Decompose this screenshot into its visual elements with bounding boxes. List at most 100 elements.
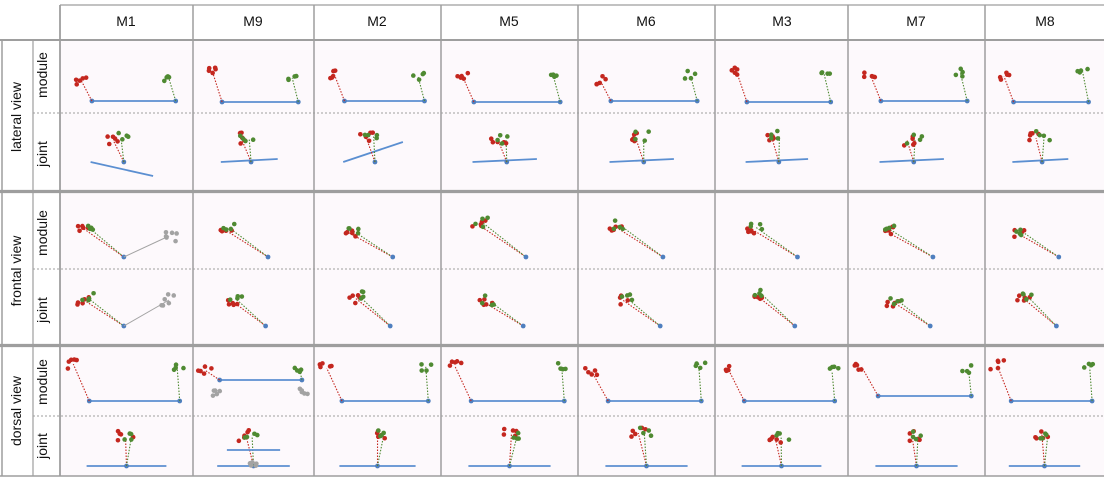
marker-point bbox=[374, 132, 380, 138]
marker-point bbox=[247, 461, 253, 466]
marker-point bbox=[775, 430, 781, 436]
base-node bbox=[792, 323, 798, 329]
connector-line bbox=[373, 136, 376, 163]
cell-background bbox=[848, 40, 985, 190]
marker-point bbox=[600, 73, 605, 79]
marker-point bbox=[365, 132, 371, 138]
marker-point bbox=[752, 292, 758, 298]
connector-line bbox=[1041, 434, 1046, 467]
connector-line bbox=[591, 371, 609, 402]
marker-point bbox=[885, 299, 890, 305]
cell-background bbox=[60, 40, 193, 190]
marker-point bbox=[499, 141, 505, 146]
cell-background bbox=[314, 40, 441, 190]
cell-backgrounds bbox=[60, 40, 1104, 476]
cell-background bbox=[985, 193, 1104, 344]
marker-point bbox=[231, 221, 237, 227]
connector-line bbox=[349, 232, 394, 258]
marker-point bbox=[854, 362, 860, 368]
marker-point bbox=[919, 134, 925, 139]
base-node bbox=[927, 323, 933, 329]
cell-background bbox=[441, 40, 578, 190]
marker-point bbox=[286, 77, 291, 83]
connector-line bbox=[479, 224, 527, 258]
marker-point bbox=[356, 226, 361, 232]
marker-point bbox=[350, 230, 355, 236]
row-label: module bbox=[34, 210, 50, 256]
marker-point bbox=[86, 297, 91, 303]
marker-point bbox=[953, 72, 959, 78]
cell-background bbox=[60, 347, 193, 476]
marker-point bbox=[65, 366, 71, 371]
base-node bbox=[177, 398, 183, 404]
marker-point bbox=[882, 227, 888, 232]
connector-line bbox=[326, 367, 343, 402]
marker-point bbox=[907, 438, 913, 444]
marker-point bbox=[769, 135, 774, 141]
connector-line bbox=[1043, 434, 1049, 467]
marker-point bbox=[228, 226, 234, 232]
marker-point bbox=[888, 296, 893, 301]
marker-point bbox=[1043, 432, 1049, 438]
cell-background bbox=[848, 347, 985, 476]
marker-point bbox=[912, 140, 917, 146]
marker-point bbox=[899, 298, 904, 303]
marker-point bbox=[120, 137, 125, 142]
marker-point bbox=[331, 68, 336, 74]
marker-point bbox=[759, 293, 764, 299]
marker-point bbox=[1038, 436, 1043, 441]
marker-point bbox=[1018, 232, 1024, 238]
marker-point bbox=[910, 434, 916, 440]
connector-line bbox=[454, 365, 472, 402]
connector-line bbox=[622, 299, 661, 327]
marker-point bbox=[210, 70, 215, 76]
marker-point bbox=[751, 230, 757, 236]
base-node bbox=[1054, 323, 1059, 329]
marker-point bbox=[359, 289, 365, 294]
connector-line bbox=[831, 371, 836, 402]
base-node bbox=[263, 323, 268, 329]
connector-line bbox=[1041, 137, 1045, 163]
connector-line bbox=[896, 299, 931, 327]
marker-point bbox=[775, 128, 780, 134]
column-header: M5 bbox=[499, 13, 519, 29]
connector-line bbox=[1023, 298, 1057, 327]
marker-point bbox=[1027, 132, 1033, 138]
marker-point bbox=[173, 238, 178, 244]
marker-point bbox=[997, 74, 1003, 80]
cell-background bbox=[193, 40, 314, 190]
cell-background bbox=[578, 40, 715, 190]
table-grid bbox=[0, 4, 1104, 477]
marker-point bbox=[729, 68, 735, 73]
marker-point bbox=[862, 70, 867, 76]
connector-line bbox=[120, 140, 125, 163]
marker-point bbox=[106, 141, 112, 147]
marker-point bbox=[483, 302, 489, 307]
connector-line bbox=[72, 363, 90, 402]
marker-point bbox=[988, 366, 993, 372]
marker-point bbox=[767, 437, 772, 443]
marker-point bbox=[825, 71, 830, 76]
marker-point bbox=[459, 73, 464, 79]
base-line bbox=[342, 141, 404, 163]
marker-point bbox=[968, 363, 974, 368]
marker-point bbox=[637, 425, 643, 431]
marker-point bbox=[778, 440, 784, 445]
marker-point bbox=[116, 130, 121, 136]
marker-point bbox=[379, 433, 384, 438]
marker-point bbox=[73, 77, 79, 83]
marker-point bbox=[226, 302, 232, 307]
connector-line bbox=[996, 364, 1012, 402]
marker-point bbox=[210, 393, 216, 398]
marker-point bbox=[618, 302, 623, 307]
base-node bbox=[387, 323, 393, 329]
marker-point bbox=[447, 363, 453, 368]
marker-point bbox=[1004, 72, 1010, 77]
marker-point bbox=[105, 134, 110, 139]
marker-point bbox=[320, 361, 325, 366]
marker-point bbox=[166, 300, 172, 306]
base-node bbox=[1056, 254, 1062, 260]
marker-point bbox=[619, 294, 625, 299]
connector-line bbox=[626, 298, 661, 327]
marker-point bbox=[129, 437, 134, 442]
